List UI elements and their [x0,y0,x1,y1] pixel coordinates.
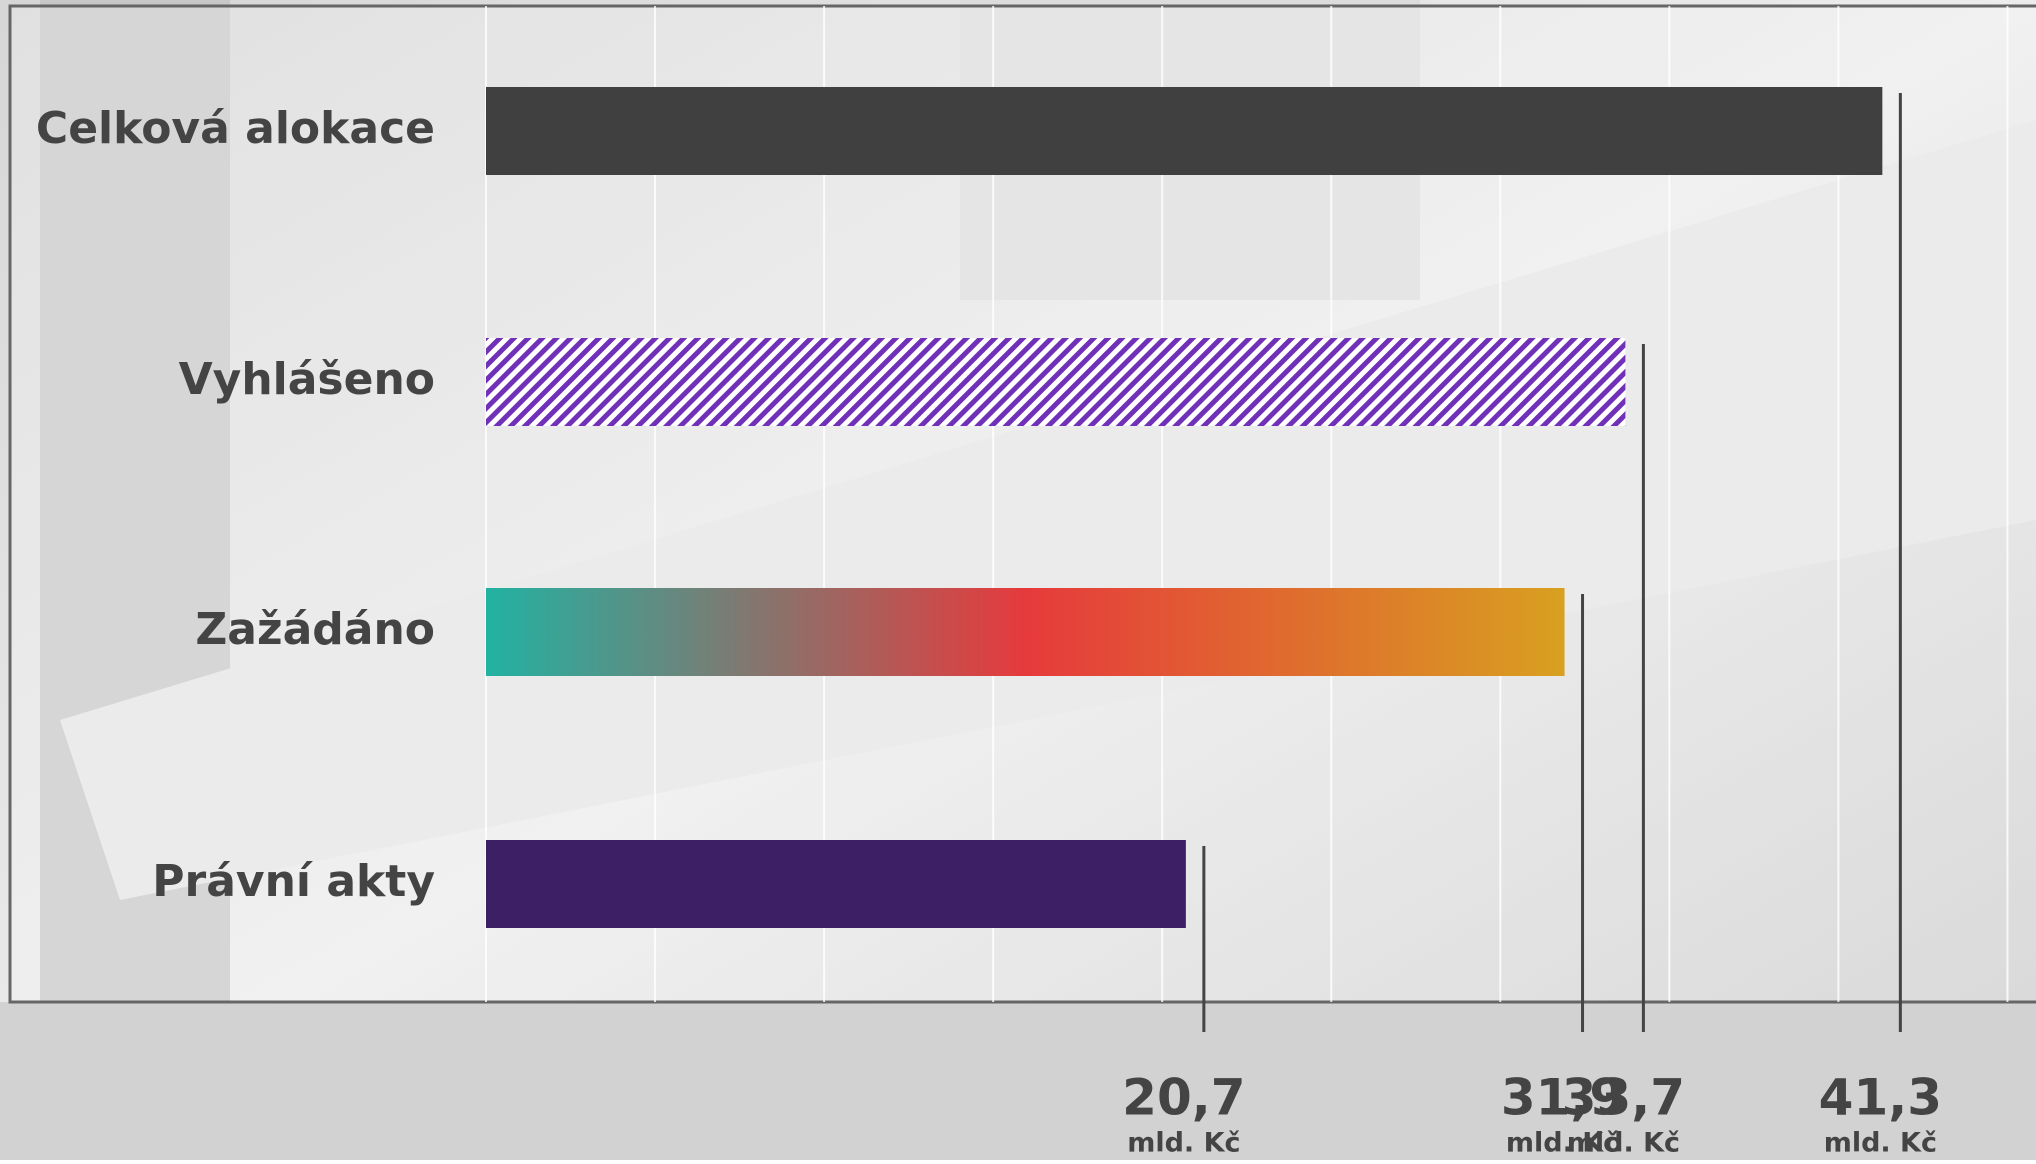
unit-label: mld. Kč [1824,1128,1937,1159]
value-label: 41,3 [1819,1069,1942,1127]
category-label: Zažádáno [195,604,435,655]
unit-label: mld. Kč [1567,1128,1680,1159]
background-ground [0,1002,2036,1160]
category-label: Právní akty [152,856,435,907]
unit-label: mld. Kč [1127,1128,1240,1159]
bar [486,87,1883,175]
category-label: Vyhlášeno [179,354,435,405]
value-label: 31,9 [1501,1069,1624,1127]
value-label: 33,7 [1562,1069,1685,1127]
bar [486,338,1626,426]
background-pipe [60,120,2036,900]
bar [486,840,1186,928]
background-column [40,0,230,1160]
value-label: 20,7 [1122,1069,1245,1127]
unit-label: mld. Kč [1506,1128,1619,1159]
bar [486,588,1565,676]
category-label: Celková alokace [36,103,435,154]
